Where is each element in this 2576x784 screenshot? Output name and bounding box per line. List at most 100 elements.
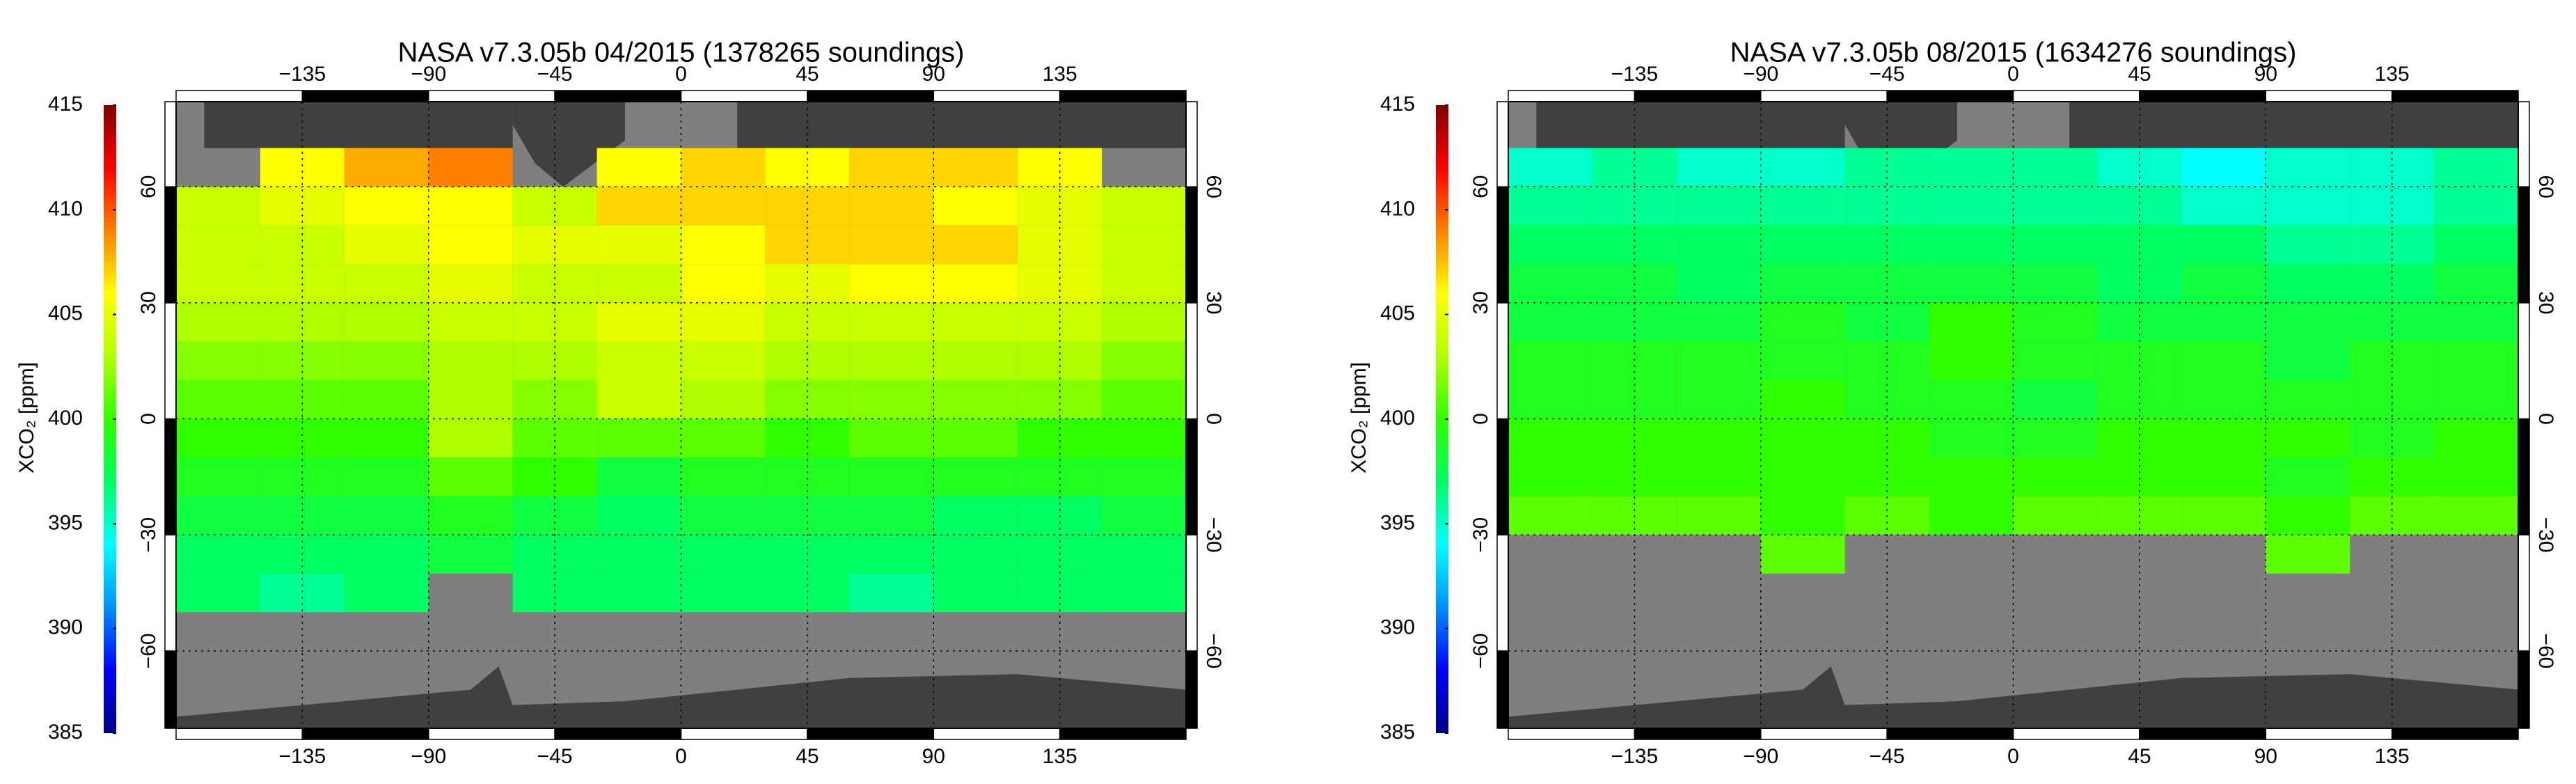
xco2-cell: [2434, 225, 2518, 265]
frame-band: [1496, 650, 1509, 729]
xco2-cell: [1676, 418, 1761, 458]
xco2-cell: [176, 457, 260, 496]
colorbar-tick-label: 395: [1380, 511, 1415, 534]
xco2-cell: [2266, 341, 2350, 380]
map-title: NASA v7.3.05b 04/2015 (1378265 soundings…: [398, 38, 965, 68]
xco2-cell: [1102, 380, 1186, 419]
xco2-cell: [512, 418, 597, 458]
frame-band: [1185, 418, 1198, 535]
lat-tick-label: 60: [1202, 175, 1225, 198]
xco2-cell: [344, 264, 429, 303]
lat-tick-label: 60: [1469, 175, 1492, 198]
xco2-cell: [428, 380, 513, 419]
xco2-cell: [1102, 418, 1186, 458]
xco2-cell: [2434, 264, 2518, 303]
xco2-cell: [2434, 148, 2518, 187]
xco2-cell: [512, 573, 597, 613]
frame-band: [1508, 728, 1636, 740]
xco2-cell: [681, 264, 766, 303]
xco2-cell: [1929, 380, 2014, 419]
xco2-cell: [1929, 302, 2014, 342]
xco2-cell: [2013, 148, 2098, 187]
xco2-cell: [344, 225, 429, 265]
xco2-cell: [2350, 457, 2435, 496]
xco2-cell: [1508, 302, 1593, 342]
xco2-cell: [1844, 380, 1929, 419]
frame-band: [2265, 728, 2393, 740]
lon-tick-label: 90: [2254, 745, 2277, 768]
xco2-cell: [2434, 457, 2518, 496]
xco2-cell: [849, 148, 934, 187]
frame-band: [1886, 728, 2014, 740]
xco2-cell: [1844, 457, 1929, 496]
lon-tick-label: −135: [1611, 745, 1659, 768]
xco2-cell: [260, 380, 345, 419]
frame-band: [301, 90, 429, 102]
xco2-cell: [2350, 418, 2435, 458]
xco2-cell: [765, 380, 850, 419]
xco2-cell: [1676, 496, 1761, 535]
xco2-cell: [681, 418, 766, 458]
xco2-cell: [260, 225, 345, 265]
xco2-cell: [1592, 225, 1677, 265]
xco2-cell: [260, 187, 345, 226]
frame-band: [301, 728, 429, 740]
xco2-cell: [176, 535, 260, 574]
xco2-cell: [1508, 187, 1593, 226]
xco2-cell: [933, 380, 1018, 419]
lat-tick-label: −30: [1469, 517, 1492, 553]
lat-tick-label: −30: [1202, 517, 1225, 553]
xco2-cell: [933, 341, 1018, 380]
frame-band: [2518, 186, 2530, 304]
lat-tick-label: −60: [1469, 633, 1492, 668]
xco2-cell: [2013, 302, 2098, 342]
colorbar-label: XCO₂ [ppm]: [1348, 362, 1370, 473]
lon-tick-label: −90: [411, 63, 446, 86]
xco2-cell: [1760, 341, 1845, 380]
xco2-cell: [1676, 148, 1761, 187]
frame-band: [164, 302, 177, 420]
lat-tick-label: 60: [137, 175, 160, 198]
xco2-cell: [428, 496, 513, 535]
lon-tick-label: −90: [1743, 745, 1778, 768]
xco2-cell: [1508, 341, 1593, 380]
lon-tick-label: 0: [675, 745, 687, 768]
colorbar-tick-label: 405: [48, 302, 83, 325]
xco2-cell: [1676, 187, 1761, 226]
colorbar-tick-label: 390: [48, 616, 83, 639]
xco2-cell: [2350, 225, 2435, 265]
frame-band: [1634, 728, 1762, 740]
frame-band: [2518, 418, 2530, 535]
xco2-cell: [1592, 187, 1677, 226]
xco2-cell: [2181, 148, 2266, 187]
xco2-cell: [176, 341, 260, 380]
frame-band: [1059, 728, 1187, 740]
xco2-cell: [1508, 380, 1593, 419]
xco2-cell: [1508, 496, 1593, 535]
xco2-cell: [344, 341, 429, 380]
lon-tick-label: 45: [796, 63, 819, 86]
xco2-cell: [2266, 148, 2350, 187]
xco2-cell: [681, 302, 766, 342]
xco2-cell: [849, 302, 934, 342]
frame-band: [2265, 90, 2393, 102]
xco2-cell: [849, 573, 934, 613]
xco2-cell: [681, 187, 766, 226]
xco2-cell: [596, 496, 681, 535]
lon-tick-label: 45: [796, 745, 819, 768]
xco2-cell: [344, 302, 429, 342]
xco2-cell: [1760, 148, 1845, 187]
lon-tick-label: −135: [279, 63, 326, 86]
xco2-cell: [2434, 496, 2518, 535]
xco2-cell: [765, 187, 850, 226]
frame-band: [1496, 186, 1509, 304]
xco2-cell: [1760, 187, 1845, 226]
xco2-cell: [2181, 418, 2266, 458]
xco2-cell: [849, 418, 934, 458]
lon-tick-label: −45: [537, 63, 573, 86]
xco2-cell: [1102, 496, 1186, 535]
xco2-cell: [1508, 225, 1593, 265]
lon-tick-label: 0: [2007, 63, 2019, 86]
xco2-cell: [2181, 302, 2266, 342]
lon-tick-label: 90: [2254, 63, 2277, 86]
